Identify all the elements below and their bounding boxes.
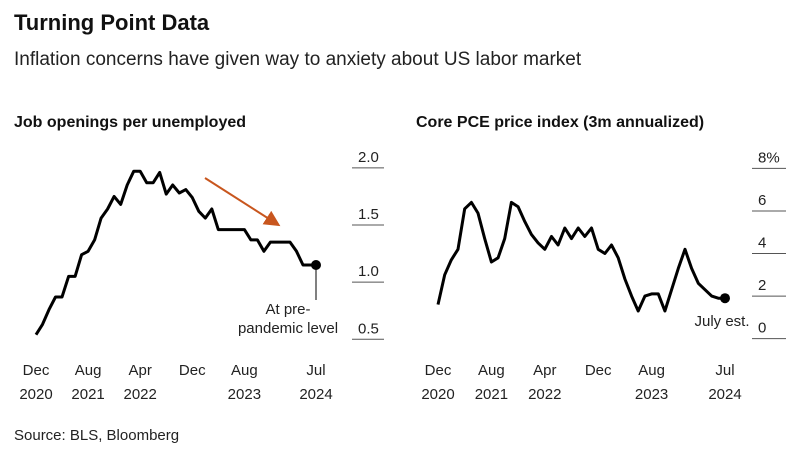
y-tick-label: 2 [758,277,766,294]
x-tick-label: Jul 2024 [299,362,332,403]
x-tick-label: Aug 2023 [635,362,668,403]
x-tick-label: Jul 2024 [708,362,741,403]
annotation: July est. [694,313,749,330]
data-line [34,169,316,336]
end-point [311,260,321,270]
y-tick-label: 2.0 [358,149,379,166]
y-tick-label: 1.5 [358,206,379,223]
title: Turning Point Data [14,10,210,35]
y-tick-label: 0.5 [358,320,379,337]
source: Source: BLS, Bloomberg [14,427,179,444]
chart-title: Core PCE price index (3m annualized) [416,114,704,131]
x-tick-label: Dec 2020 [19,362,52,403]
trend-arrow [204,177,281,227]
y-tick-label: 4 [758,235,766,252]
x-tick-label: Apr 2022 [528,362,561,403]
x-tick-label: Aug 2023 [228,362,261,403]
y-tick-label: 6 [758,192,766,209]
x-tick-label: Apr 2022 [123,362,156,403]
data-line [436,200,725,313]
annotation: At pre-pandemic level [238,301,338,337]
y-tick-label: 8% [758,149,780,166]
x-tick-label: Dec [585,362,612,379]
x-tick-label: Dec [179,362,206,379]
subtitle: Inflation concerns have given way to anx… [14,49,582,70]
x-tick-label: Aug 2021 [71,362,104,403]
y-tick-label: 1.0 [358,263,379,280]
chart-title: Job openings per unemployed [14,114,246,131]
y-tick-label: 0 [758,320,766,337]
end-point [720,293,730,304]
x-tick-label: Aug 2021 [475,362,508,403]
x-tick-label: Dec 2020 [421,362,454,403]
